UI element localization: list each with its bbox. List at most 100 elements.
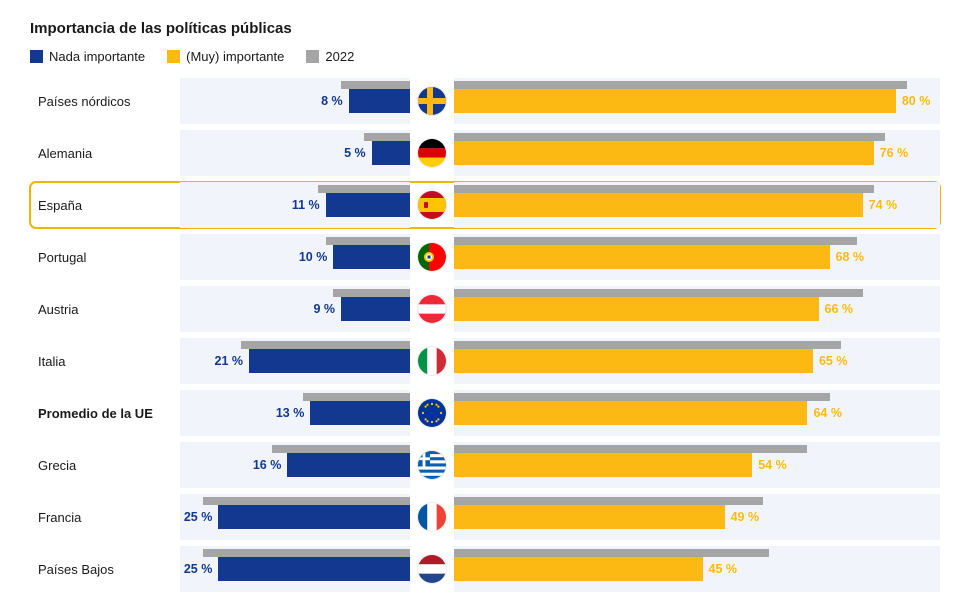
negative-value-label: 9 % <box>313 302 341 316</box>
negative-reference-bar <box>318 185 410 193</box>
austria-flag-icon <box>418 295 446 323</box>
negative-bar: 8 % <box>349 89 410 113</box>
positive-value-label: 54 % <box>752 458 787 472</box>
negative-reference-bar <box>341 81 410 89</box>
negative-value-label: 21 % <box>215 354 250 368</box>
negative-track: 13 % <box>180 390 410 436</box>
positive-track: 54 % <box>454 442 940 488</box>
germany-flag-icon <box>418 139 446 167</box>
positive-reference-bar <box>454 185 874 193</box>
negative-track: 10 % <box>180 234 410 280</box>
eu-flag-icon <box>418 399 446 427</box>
positive-track: 76 % <box>454 130 940 176</box>
negative-track: 5 % <box>180 130 410 176</box>
negative-value-label: 5 % <box>344 146 372 160</box>
positive-bar: 74 % <box>454 193 863 217</box>
positive-value-label: 49 % <box>725 510 760 524</box>
negative-reference-bar <box>303 393 410 401</box>
positive-bar: 65 % <box>454 349 813 373</box>
positive-reference-bar <box>454 237 857 245</box>
negative-track: 11 % <box>180 182 410 228</box>
chart-row: Países nórdicos 8 % 80 % <box>30 78 940 124</box>
row-label: Países Bajos <box>30 562 180 577</box>
negative-track: 25 % <box>180 546 410 592</box>
row-label: Portugal <box>30 250 180 265</box>
chart-row: Francia 25 % 49 % <box>30 494 940 540</box>
negative-track: 25 % <box>180 494 410 540</box>
italy-flag-icon <box>418 347 446 375</box>
legend-negative: Nada importante <box>30 49 145 64</box>
positive-track: 80 % <box>454 78 940 124</box>
negative-bar: 10 % <box>333 245 410 269</box>
chart-row: España 11 % 74 % <box>30 182 940 228</box>
legend-reference-label: 2022 <box>325 49 354 64</box>
flag-col <box>410 451 454 479</box>
flag-col <box>410 503 454 531</box>
positive-reference-bar <box>454 549 769 557</box>
greece-flag-icon <box>418 451 446 479</box>
row-label: Promedio de la UE <box>30 406 180 421</box>
negative-value-label: 8 % <box>321 94 349 108</box>
row-label: Países nórdicos <box>30 94 180 109</box>
positive-track: 74 % <box>454 182 940 228</box>
positive-bar: 80 % <box>454 89 896 113</box>
negative-value-label: 11 % <box>292 198 326 212</box>
negative-reference-bar <box>364 133 410 141</box>
positive-track: 66 % <box>454 286 940 332</box>
nordic-flag-icon <box>418 87 446 115</box>
positive-bar: 45 % <box>454 557 703 581</box>
chart-row: Grecia16 %54 % <box>30 442 940 488</box>
positive-bar: 49 % <box>454 505 725 529</box>
negative-bar: 25 % <box>218 557 410 581</box>
row-label: España <box>30 198 180 213</box>
negative-bar: 25 % <box>218 505 410 529</box>
negative-value-label: 25 % <box>184 562 219 576</box>
flag-col <box>410 243 454 271</box>
negative-reference-bar <box>241 341 410 349</box>
positive-bar: 64 % <box>454 401 807 425</box>
negative-track: 21 % <box>180 338 410 384</box>
chart-row: Promedio de la UE 13 % 64 % <box>30 390 940 436</box>
positive-track: 49 % <box>454 494 940 540</box>
legend-positive-label: (Muy) importante <box>186 49 284 64</box>
flag-col <box>410 347 454 375</box>
legend: Nada importante (Muy) importante 2022 <box>30 49 940 64</box>
positive-bar: 68 % <box>454 245 830 269</box>
flag-col <box>410 295 454 323</box>
negative-bar: 13 % <box>310 401 410 425</box>
swatch-positive <box>167 50 180 63</box>
flag-col <box>410 191 454 219</box>
legend-negative-label: Nada importante <box>49 49 145 64</box>
swatch-reference <box>306 50 319 63</box>
negative-reference-bar <box>272 445 410 453</box>
positive-reference-bar <box>454 341 841 349</box>
legend-positive: (Muy) importante <box>167 49 284 64</box>
flag-col <box>410 139 454 167</box>
negative-track: 9 % <box>180 286 410 332</box>
chart-row: Italia21 %65 % <box>30 338 940 384</box>
positive-track: 65 % <box>454 338 940 384</box>
positive-value-label: 80 % <box>896 94 931 108</box>
chart-row: Países Bajos 25 % 45 % <box>30 546 940 592</box>
flag-col <box>410 555 454 583</box>
negative-bar: 16 % <box>287 453 410 477</box>
france-flag-icon <box>418 503 446 531</box>
positive-value-label: 76 % <box>874 146 909 160</box>
portugal-flag-icon <box>418 243 446 271</box>
positive-reference-bar <box>454 445 807 453</box>
negative-reference-bar <box>326 237 410 245</box>
positive-bar: 76 % <box>454 141 874 165</box>
positive-track: 45 % <box>454 546 940 592</box>
positive-value-label: 65 % <box>813 354 848 368</box>
negative-bar: 5 % <box>372 141 410 165</box>
swatch-negative <box>30 50 43 63</box>
row-label: Francia <box>30 510 180 525</box>
positive-track: 68 % <box>454 234 940 280</box>
positive-value-label: 45 % <box>703 562 738 576</box>
flag-col <box>410 87 454 115</box>
negative-track: 16 % <box>180 442 410 488</box>
chart-row: Austria9 %66 % <box>30 286 940 332</box>
legend-reference: 2022 <box>306 49 354 64</box>
positive-reference-bar <box>454 497 763 505</box>
positive-value-label: 66 % <box>819 302 854 316</box>
